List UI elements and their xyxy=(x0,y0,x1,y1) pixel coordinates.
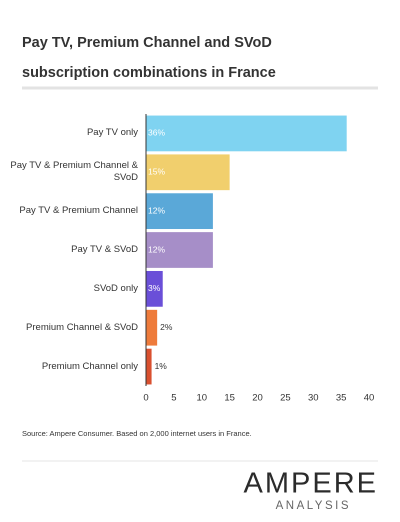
x-tick-label: 0 xyxy=(143,393,148,404)
x-tick-label: 15 xyxy=(224,393,235,404)
x-tick-label: 5 xyxy=(171,393,176,404)
source-note: Source: Ampere Consumer. Based on 2,000 … xyxy=(22,429,252,438)
bar xyxy=(146,115,347,152)
chart-title: Pay TV, Premium Channel and SVoD subscri… xyxy=(22,35,276,81)
y-tick-label: Pay TV & Premium Channel xyxy=(19,205,138,217)
x-tick-label: 10 xyxy=(196,393,207,404)
logo: AMPERE xyxy=(244,468,378,500)
y-tick-label: Pay TV only xyxy=(86,127,138,139)
value-label: 12% xyxy=(148,244,165,254)
y-tick-label: Premium Channel only xyxy=(41,360,138,372)
bar xyxy=(146,309,158,346)
x-tick-label: 30 xyxy=(308,393,319,404)
x-tick-label: 35 xyxy=(336,393,347,404)
logo-subtitle: ANALYSIS xyxy=(276,500,351,512)
x-tick-label: 40 xyxy=(364,393,375,404)
y-tick-label: Premium Channel & SVoD xyxy=(26,321,138,333)
y-tick-label: SVoD only xyxy=(93,282,138,294)
bar xyxy=(146,348,152,385)
y-tick-label: Pay TV & Premium Channel & SVoD xyxy=(10,160,138,184)
bar xyxy=(146,270,163,307)
bar xyxy=(146,232,213,268)
x-tick-label: 20 xyxy=(252,393,263,404)
value-label: 2% xyxy=(160,322,173,332)
value-label: 15% xyxy=(148,167,165,177)
y-tick-label: Pay TV & SVoD xyxy=(71,244,138,255)
value-label: 3% xyxy=(148,283,161,293)
bar xyxy=(146,193,213,230)
bar xyxy=(146,154,230,191)
value-label: 1% xyxy=(155,361,168,371)
value-label: 12% xyxy=(148,205,165,215)
value-label: 36% xyxy=(148,128,165,138)
x-tick-label: 25 xyxy=(280,393,291,404)
